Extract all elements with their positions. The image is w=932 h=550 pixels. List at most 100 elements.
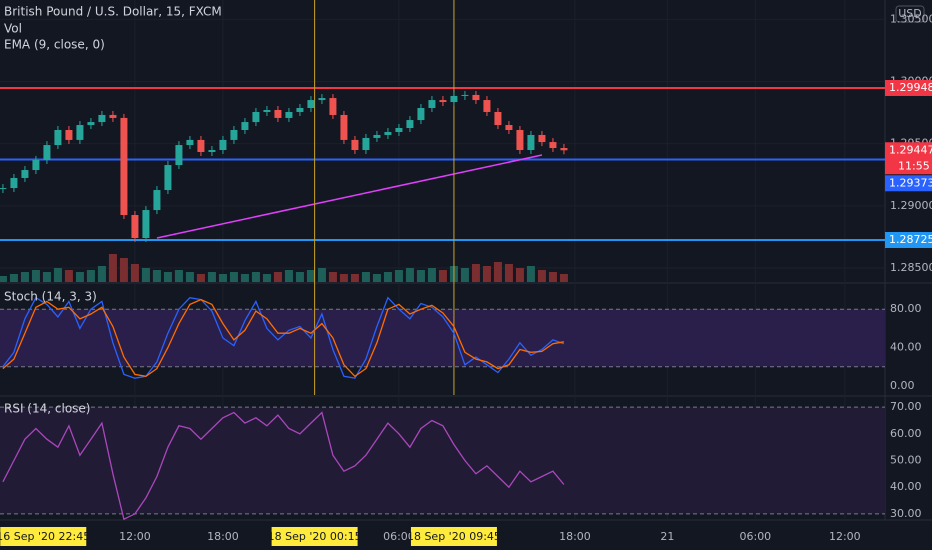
- volume-bar: [53, 268, 62, 282]
- volume-bar: [284, 270, 293, 282]
- price-badge-label: 1.29447: [889, 143, 932, 156]
- volume-bar: [119, 258, 128, 282]
- crosshair-label: 16 Sep '20 22:45: [0, 530, 90, 543]
- candle-body: [395, 128, 403, 132]
- x-tick-label: 18:00: [559, 530, 591, 543]
- indicator-label: EMA (9, close, 0): [4, 38, 105, 52]
- volume-bar: [306, 270, 315, 282]
- rsi-band: [0, 407, 885, 514]
- volume-bar: [383, 272, 392, 282]
- candle-body: [54, 130, 62, 146]
- volume-bar: [273, 272, 282, 282]
- y-tick-label: 30.00: [890, 507, 922, 520]
- price-badge: [885, 231, 932, 248]
- candle-body: [527, 134, 535, 151]
- y-tick-label: 50.00: [890, 454, 922, 467]
- x-tick-label: 21: [660, 530, 674, 543]
- x-tick-label: 06:00: [383, 530, 415, 543]
- volume-bar: [141, 268, 150, 282]
- candle-body: [65, 130, 73, 140]
- volume-bar: [97, 266, 106, 282]
- volume-bar: [108, 254, 117, 282]
- price-badge-label: 1.29373: [889, 176, 932, 189]
- candle-body: [241, 122, 249, 131]
- candle-body: [0, 188, 7, 190]
- candle-body: [373, 134, 381, 138]
- price-badge: [885, 142, 932, 175]
- volume-bar: [350, 274, 359, 282]
- price-badge: [885, 175, 932, 192]
- volume-bar: [174, 270, 183, 282]
- candle-body: [10, 177, 18, 189]
- y-tick-label: 60.00: [890, 427, 922, 440]
- volume-bar: [64, 270, 73, 282]
- volume-bar: [515, 268, 524, 282]
- volume-bar: [482, 266, 491, 282]
- candle-body: [186, 139, 194, 146]
- candle-body: [98, 114, 106, 123]
- volume-bar: [9, 274, 18, 282]
- y-tick-label: 40.00: [890, 341, 922, 354]
- candle-body: [142, 210, 150, 239]
- x-tick-label: 18:00: [207, 530, 239, 543]
- candle-body: [516, 130, 524, 151]
- x-tick-label: 12:00: [829, 530, 861, 543]
- crosshair-badge: [0, 527, 87, 546]
- candle-body: [32, 159, 40, 171]
- y-tick-label: 1.30500: [890, 12, 932, 25]
- candle-body: [483, 100, 491, 112]
- volume-bar: [438, 270, 447, 282]
- candle-body: [494, 111, 502, 126]
- candle-body: [153, 190, 161, 211]
- y-tick-label: 40.00: [890, 480, 922, 493]
- volume-bar: [460, 268, 469, 282]
- symbol-title: British Pound / U.S. Dollar, 15, FXCM: [4, 5, 222, 19]
- volume-bar: [427, 268, 436, 282]
- volume-bar: [537, 270, 546, 282]
- candle-body: [351, 139, 359, 151]
- y-tick-label: 0.00: [890, 379, 915, 392]
- crosshair-label: 18 Sep '20 09:45: [407, 530, 501, 543]
- candle-body: [505, 125, 513, 131]
- indicator-label: RSI (14, close): [4, 402, 90, 416]
- candle-body: [384, 131, 392, 135]
- volume-bar: [20, 272, 29, 282]
- volume-bar: [196, 274, 205, 282]
- volume-bar: [317, 268, 326, 282]
- volume-bar: [328, 272, 337, 282]
- volume-bar: [339, 274, 348, 282]
- volume-bar: [240, 274, 249, 282]
- candle-body: [175, 145, 183, 166]
- volume-bar: [130, 264, 139, 282]
- candle-body: [538, 134, 546, 143]
- volume-bar: [152, 270, 161, 282]
- volume-bar: [262, 274, 271, 282]
- candle-body: [560, 148, 568, 151]
- candle-body: [549, 142, 557, 149]
- stoch-band: [0, 309, 885, 367]
- volume-bar: [0, 276, 7, 282]
- price-badge-label: 1.28725: [889, 233, 932, 246]
- volume-bar: [185, 272, 194, 282]
- candle-body: [318, 98, 326, 101]
- volume-bar: [471, 264, 480, 282]
- candle-body: [362, 137, 370, 151]
- candle-body: [109, 114, 117, 118]
- candle-body: [461, 94, 469, 96]
- candle-body: [296, 108, 304, 112]
- x-tick-label: 12:00: [119, 530, 151, 543]
- crosshair-label: 18 Sep '20 00:15: [268, 530, 362, 543]
- price-badge-label: 1.29948: [889, 81, 932, 94]
- crosshair-badge: [271, 527, 358, 546]
- volume-bar: [526, 266, 535, 282]
- volume-bar: [493, 262, 502, 282]
- currency-badge[interactable]: [895, 5, 925, 23]
- x-tick-label: 06:00: [739, 530, 771, 543]
- candle-body: [406, 120, 414, 129]
- stoch-line: [2, 296, 565, 379]
- candle-body: [439, 100, 447, 103]
- volume-bar: [42, 272, 51, 282]
- candle-body: [285, 111, 293, 118]
- rsi-line: [2, 411, 565, 521]
